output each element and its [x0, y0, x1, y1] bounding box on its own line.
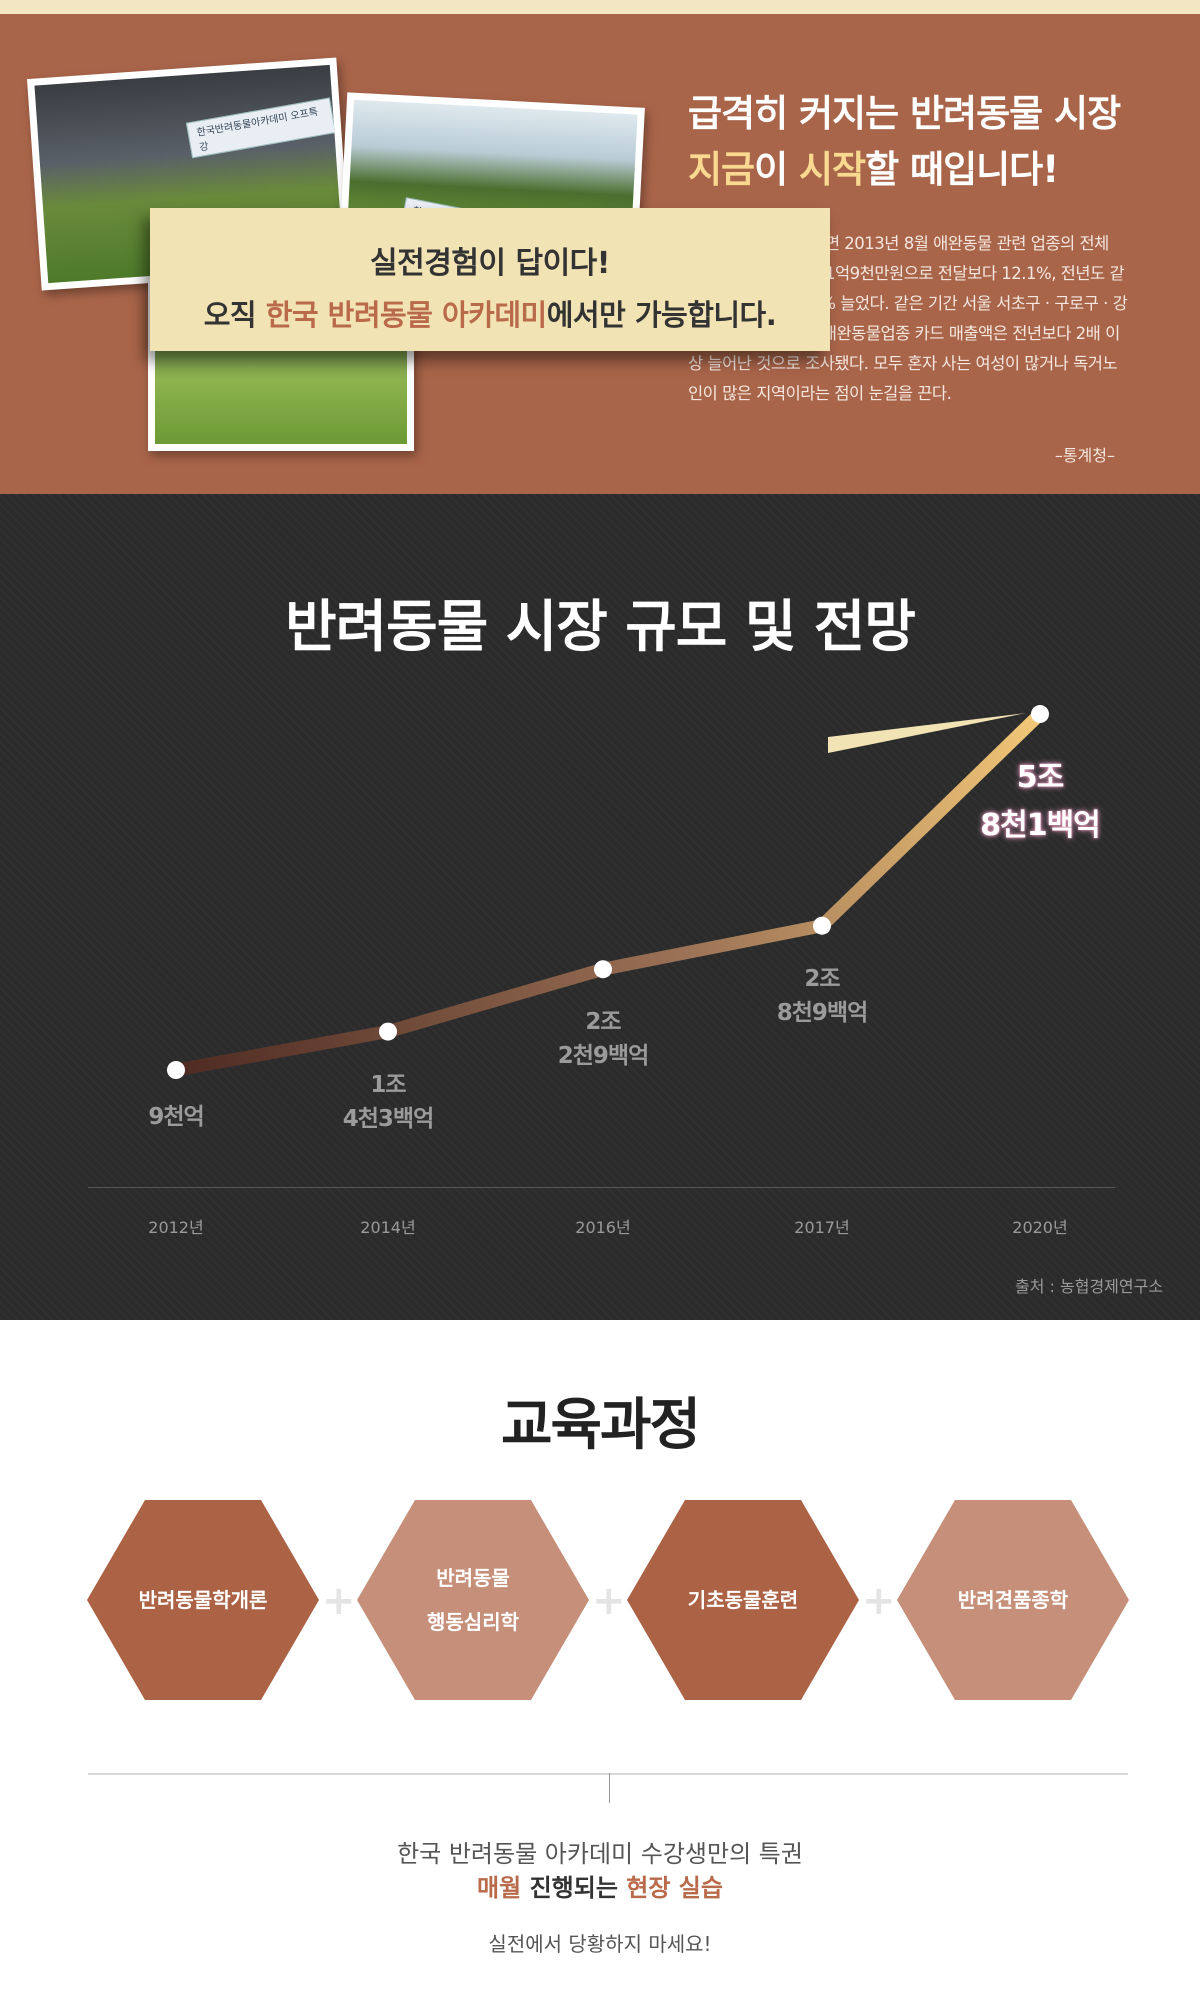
plus-icon: + [862, 1578, 896, 1624]
market-section: 반려동물 시장 규모 및 전망 [0, 494, 1200, 1320]
x-tick-label: 2014년 [360, 1218, 416, 1237]
intro-source: –통계청– [1054, 446, 1115, 465]
plus-icon: + [592, 1578, 626, 1624]
value-label: 2조 2천9백억 [523, 1005, 683, 1073]
x-tick-label: 2020년 [1012, 1218, 1068, 1237]
value-label: 1조 4천3백억 [308, 1068, 468, 1136]
value-label: 5조 8천1백억 [960, 754, 1120, 850]
callout-line2: 오직 한국 반려동물 아카데미에서만 가능합니다. [203, 298, 777, 332]
value-label: 2조 8천9백억 [742, 962, 902, 1030]
privilege-note: 한국 반려동물 아카데미 수강생만의 특권 [397, 1840, 803, 1868]
x-tick-label: 2016년 [575, 1218, 631, 1237]
value-label: 9천억 [96, 1100, 256, 1134]
value-label-line: 2조 [804, 965, 840, 992]
intro-headline: 급격히 커지는 반려동물 시장 지금이 시작할 때입니다! [688, 92, 1121, 191]
course-hex-1[interactable]: 반려동물학개론 [87, 1500, 319, 1700]
value-label-line: 9천억 [148, 1104, 204, 1130]
callout-pointer [828, 713, 1026, 753]
curriculum-title: 교육과정 [500, 1393, 701, 1458]
x-axis-line [88, 1187, 1115, 1188]
course-hex-3[interactable]: 기초동물훈련 [627, 1500, 859, 1700]
market-source: 출처 : 농협경제연구소 [1015, 1277, 1164, 1296]
data-point [813, 916, 831, 935]
value-label-line: 1조 [370, 1071, 406, 1098]
top-strip [0, 0, 1200, 14]
market-title: 반려동물 시장 규모 및 전망 [285, 595, 916, 660]
value-label-line: 8천9백억 [776, 999, 869, 1026]
value-label-line: 8천1백억 [980, 808, 1101, 844]
divider-line [88, 1773, 1128, 1775]
value-label-line: 2조 [585, 1009, 621, 1036]
value-label-line: 2천9백억 [557, 1043, 650, 1070]
closing-note: 실전에서 당황하지 마세요! [488, 1932, 712, 1956]
x-tick-label: 2017년 [794, 1218, 850, 1237]
x-tick-label: 2012년 [148, 1218, 204, 1237]
value-label-line: 4천3백억 [342, 1105, 435, 1132]
data-point [379, 1022, 397, 1041]
divider-tick [609, 1773, 610, 1803]
data-point [1031, 705, 1049, 724]
data-point [167, 1061, 185, 1079]
plus-icon: + [322, 1578, 356, 1624]
callout-line1: 실전경험이 답이다! [370, 246, 610, 281]
value-label-line: 5조 [1016, 760, 1064, 796]
data-point [594, 960, 612, 979]
course-hex-2[interactable]: 반려동물 행동심리학 [357, 1500, 589, 1700]
callout-box: 실전경험이 답이다! 오직 한국 반려동물 아카데미에서만 가능합니다. [150, 208, 830, 351]
practice-note: 매월 진행되는 현장 실습 [477, 1874, 723, 1902]
